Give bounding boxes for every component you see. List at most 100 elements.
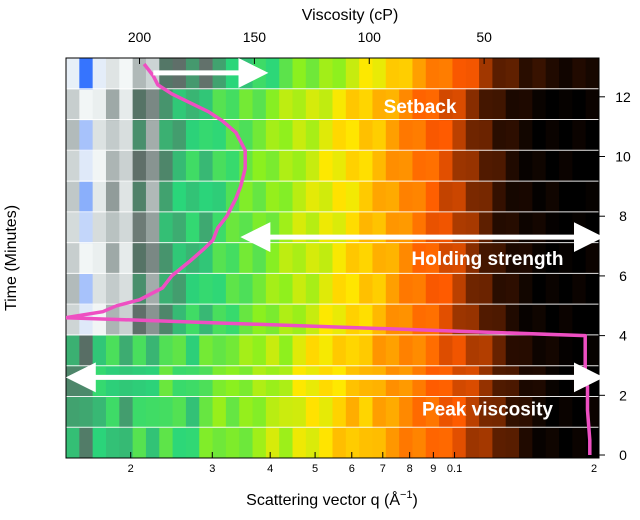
heatmap-cell	[385, 181, 400, 213]
heatmap-cell	[519, 273, 533, 305]
heatmap-cell	[532, 273, 547, 305]
heatmap-cell	[532, 58, 547, 90]
heatmap-cell	[519, 304, 533, 336]
heatmap-cell	[66, 58, 80, 90]
heatmap-cell	[572, 427, 587, 458]
heatmap-cell	[79, 58, 94, 90]
heatmap-cell	[572, 304, 587, 336]
x-tick-label: 2	[591, 463, 597, 475]
heatmap-cell	[399, 150, 414, 182]
heatmap-cell	[385, 334, 400, 367]
heatmap-cell	[265, 365, 280, 398]
heatmap-cell	[332, 150, 347, 182]
heatmap-cell	[505, 181, 520, 213]
heatmap-cell	[199, 211, 214, 244]
heatmap-cell	[212, 242, 227, 274]
heatmap-cell	[239, 396, 254, 428]
heatmap-cell	[239, 88, 254, 121]
heatmap-cell	[532, 365, 547, 398]
heatmap-cell	[345, 58, 360, 90]
heatmap-cell	[572, 396, 587, 428]
heatmap-cell	[292, 58, 307, 90]
heatmap-cell	[559, 427, 573, 458]
heatmap-cell	[172, 119, 187, 151]
heatmap-cell	[399, 334, 414, 367]
heatmap-cell	[66, 304, 80, 336]
heatmap-cell	[265, 150, 280, 182]
heatmap-cell	[345, 304, 360, 336]
y-tick-label: 0	[619, 447, 627, 463]
heatmap-cell	[439, 273, 454, 305]
heatmap-cell	[372, 365, 387, 398]
heatmap-cell	[212, 181, 227, 213]
heatmap-cell	[225, 273, 240, 305]
x2-tick-label: 200	[128, 29, 152, 45]
heatmap-cell	[572, 88, 587, 121]
heatmap-cell	[412, 181, 427, 213]
heatmap-cell	[252, 181, 267, 213]
heatmap-cell	[119, 119, 134, 151]
heatmap-cell	[559, 273, 573, 305]
heatmap-cell	[79, 273, 94, 305]
heatmap-cell	[479, 365, 493, 398]
heatmap-cell	[292, 273, 307, 305]
heatmap-cell	[145, 396, 160, 428]
heatmap-cell	[79, 181, 94, 213]
heatmap-cell	[532, 304, 547, 336]
heatmap-cell	[105, 334, 120, 367]
heatmap-cell	[572, 58, 587, 90]
heatmap-cell	[239, 304, 254, 336]
heatmap-cell	[265, 304, 280, 336]
heatmap-cell	[132, 181, 147, 213]
heatmap-cell	[452, 334, 467, 367]
heatmap-cell	[199, 427, 214, 458]
heatmap-cell	[79, 119, 94, 151]
heatmap-cell	[519, 181, 533, 213]
heatmap-cell	[92, 273, 107, 305]
y-tick-label: 12	[615, 89, 631, 105]
x-axis-label: Scattering vector q (Å−1)	[246, 489, 418, 509]
heatmap-cell	[92, 88, 107, 121]
y-tick-label: 8	[619, 208, 627, 224]
heatmap-cell	[585, 304, 599, 336]
heatmap-cell	[465, 273, 480, 305]
x2-axis: 200 150 100 50	[128, 29, 492, 64]
heatmap-cell	[385, 119, 400, 151]
heatmap-cell	[159, 119, 174, 151]
heatmap-cell	[332, 304, 347, 336]
heatmap-cell	[532, 119, 547, 151]
heatmap-cell	[185, 365, 200, 398]
heatmap-cell	[172, 365, 187, 398]
heatmap-cell	[292, 365, 307, 398]
heatmap-cell	[279, 150, 294, 182]
x-tick-label: 8	[407, 463, 413, 475]
heatmap-cell	[79, 334, 94, 367]
heatmap-cell	[439, 365, 454, 398]
heatmap-cell	[319, 88, 334, 121]
heatmap-cell	[319, 365, 334, 398]
heatmap-cell	[119, 88, 134, 121]
heatmap-cell	[212, 334, 227, 367]
heatmap-cell	[372, 273, 387, 305]
heatmap-cell	[252, 273, 267, 305]
heatmap-cell	[425, 58, 440, 90]
heatmap-cell	[532, 427, 547, 458]
heatmap-cell	[412, 119, 427, 151]
heatmap-cell	[105, 58, 120, 90]
heatmap-cell	[439, 396, 454, 428]
heatmap-cell	[359, 181, 374, 213]
heatmap-cell	[185, 119, 200, 151]
heatmap-cell	[545, 273, 560, 305]
heatmap-cell	[145, 242, 160, 274]
heatmap-cell	[305, 273, 320, 305]
heatmap-cell	[412, 58, 427, 90]
heatmap-cell	[305, 304, 320, 336]
heatmap-cell	[159, 150, 174, 182]
series-line-viscosity	[66, 62, 592, 455]
heatmap-cell	[132, 427, 147, 458]
heatmap-cell	[119, 181, 134, 213]
heatmap-cell	[319, 427, 334, 458]
heatmap-cell	[345, 119, 360, 151]
heatmap-cell	[105, 365, 120, 398]
